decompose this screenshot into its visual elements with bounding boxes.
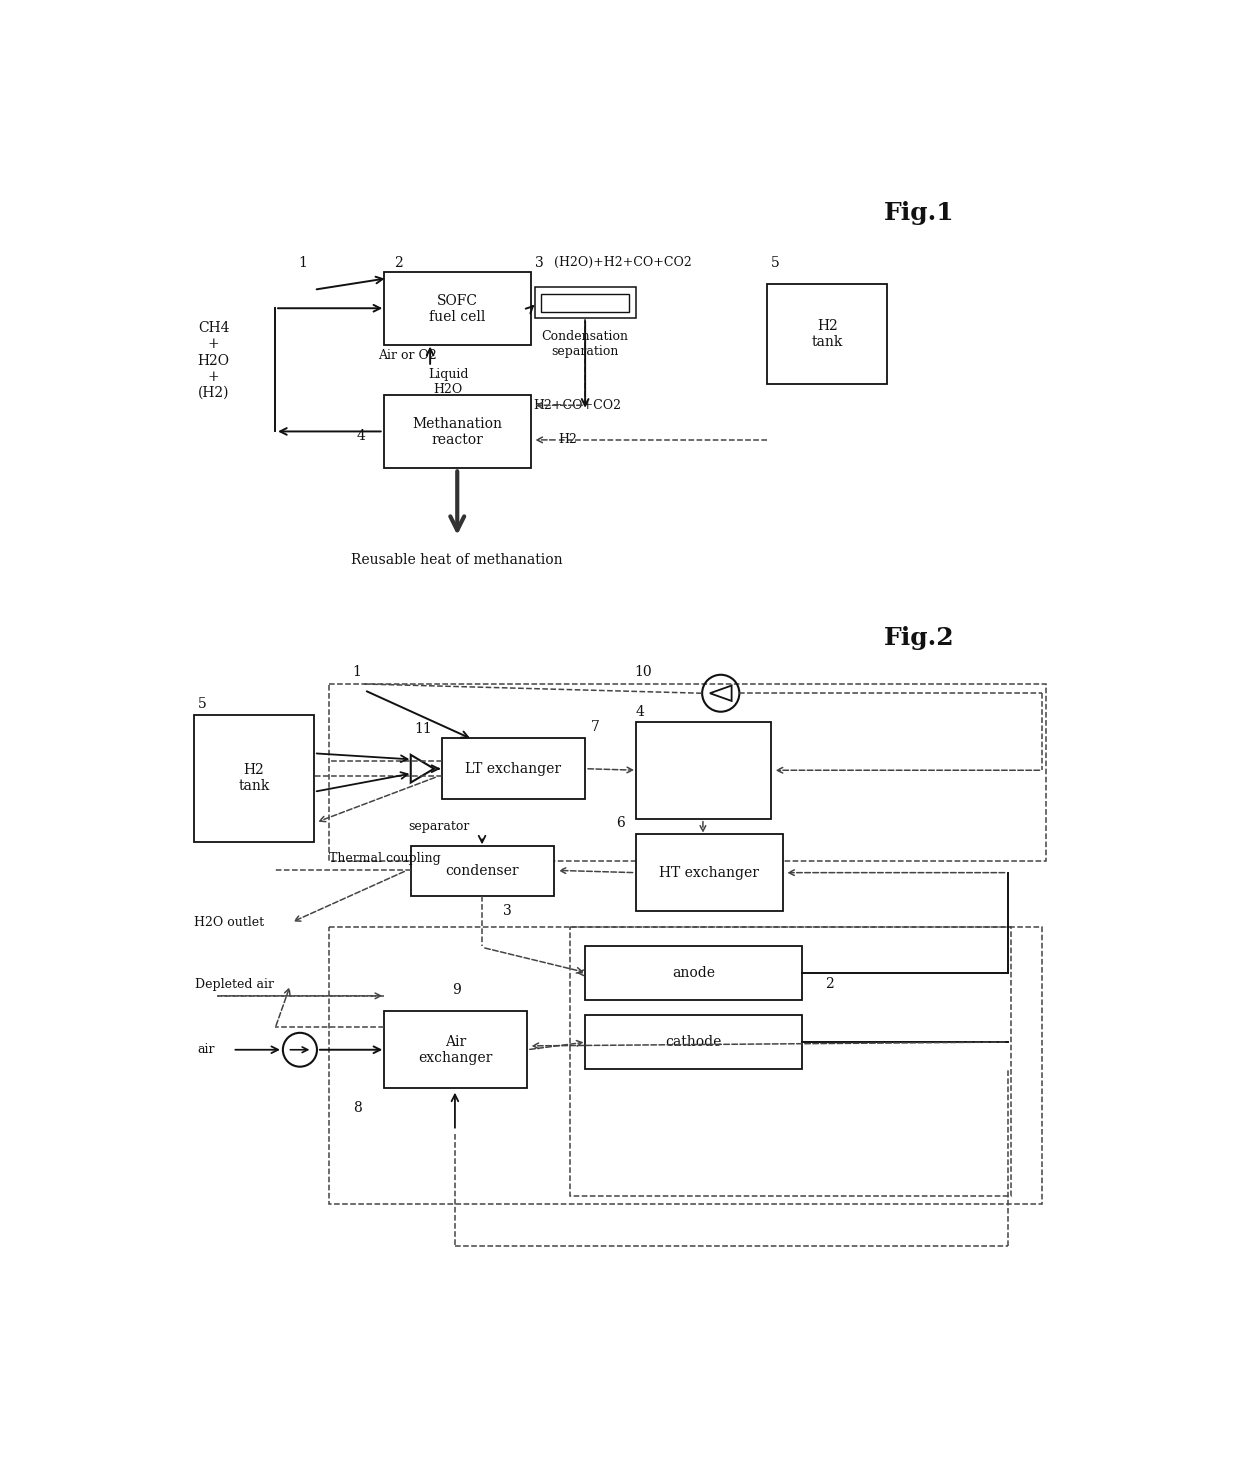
Text: H2
tank: H2 tank (812, 318, 843, 349)
Text: 3: 3 (503, 904, 512, 919)
Text: HT exchanger: HT exchanger (660, 866, 759, 879)
Text: LT exchanger: LT exchanger (465, 762, 562, 775)
Text: Air
exchanger: Air exchanger (418, 1034, 492, 1065)
Text: Reusable heat of methanation: Reusable heat of methanation (351, 554, 563, 567)
Text: 5: 5 (197, 697, 206, 711)
Text: CH4
+
H2O
+
(H2): CH4 + H2O + (H2) (197, 321, 229, 400)
Text: 4: 4 (635, 705, 645, 719)
Bar (383, 396, 531, 469)
Text: H2: H2 (558, 434, 577, 447)
Text: Liquid
H2O: Liquid H2O (428, 368, 469, 396)
Text: H2O outlet: H2O outlet (193, 916, 264, 929)
Bar (383, 1011, 527, 1088)
Bar (569, 926, 1012, 1195)
Text: (H2O)+H2+CO+CO2: (H2O)+H2+CO+CO2 (554, 256, 692, 270)
Text: H2+CO+CO2: H2+CO+CO2 (533, 398, 621, 412)
Text: 6: 6 (616, 816, 625, 829)
Bar (193, 715, 314, 842)
Text: cathode: cathode (666, 1036, 722, 1049)
Text: 3: 3 (534, 256, 543, 270)
Bar (635, 722, 771, 819)
Bar (585, 946, 802, 999)
Bar (585, 1015, 802, 1069)
Text: anode: anode (672, 965, 715, 980)
Text: Condensation
separation: Condensation separation (542, 330, 629, 357)
Text: 1: 1 (352, 665, 362, 678)
Bar (768, 284, 888, 384)
Text: condenser: condenser (445, 864, 520, 878)
Text: Methanation
reactor: Methanation reactor (412, 416, 502, 447)
Text: Air or O2: Air or O2 (378, 349, 436, 362)
Bar (635, 834, 782, 911)
Text: Fig.1: Fig.1 (883, 201, 954, 224)
Text: 2: 2 (826, 977, 835, 992)
Text: 9: 9 (451, 983, 460, 998)
Text: 5: 5 (771, 256, 780, 270)
Bar (330, 684, 1047, 861)
Text: Fig.2: Fig.2 (883, 626, 954, 650)
Text: 4: 4 (357, 429, 366, 442)
Bar (534, 287, 635, 318)
Bar (330, 926, 1043, 1204)
Bar (410, 845, 554, 895)
Bar (441, 738, 585, 800)
Text: 2: 2 (394, 256, 403, 270)
Text: separator: separator (409, 820, 470, 834)
Bar (541, 293, 630, 312)
Text: Depleted air: Depleted air (196, 977, 274, 990)
Text: Thermal coupling: Thermal coupling (330, 853, 441, 866)
Text: SOFC
fuel cell: SOFC fuel cell (429, 293, 485, 324)
Text: 10: 10 (634, 665, 651, 678)
Text: 11: 11 (414, 722, 433, 735)
Polygon shape (709, 686, 732, 700)
Text: 8: 8 (352, 1100, 361, 1115)
Bar (383, 272, 531, 346)
Text: H2
tank: H2 tank (238, 763, 269, 794)
Text: 1: 1 (299, 256, 308, 270)
Text: 7: 7 (591, 721, 600, 734)
Text: air: air (197, 1043, 215, 1056)
